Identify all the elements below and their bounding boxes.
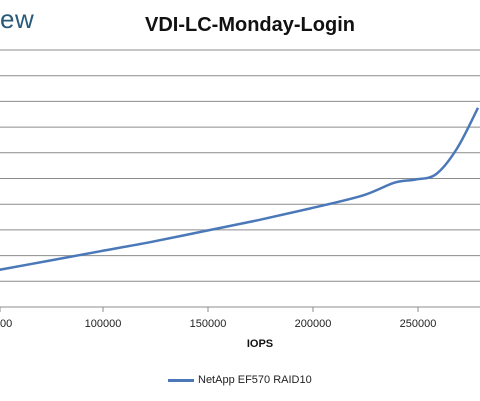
gridlines xyxy=(0,49,480,282)
x-tick-marks xyxy=(0,307,419,312)
brand-logo-text: ew xyxy=(0,4,35,34)
x-axis-label: IOPS xyxy=(246,338,274,350)
x-tick-label: 00 xyxy=(0,318,12,330)
legend: NetApp EF570 RAID10 xyxy=(168,374,312,386)
x-tick-label: 200000 xyxy=(295,318,332,330)
chart-title: VDI-LC-Monday-Login xyxy=(145,14,355,36)
legend-label: NetApp EF570 RAID10 xyxy=(198,374,312,386)
x-tick-label: 100000 xyxy=(85,318,122,330)
x-tick-label: 150000 xyxy=(190,318,227,330)
series-line-netapp-ef570-raid10 xyxy=(0,107,480,271)
x-tick-labels: 00 100000 150000 200000 250000 xyxy=(0,318,436,330)
x-tick-label: 250000 xyxy=(400,318,437,330)
legend-swatch xyxy=(168,378,194,382)
